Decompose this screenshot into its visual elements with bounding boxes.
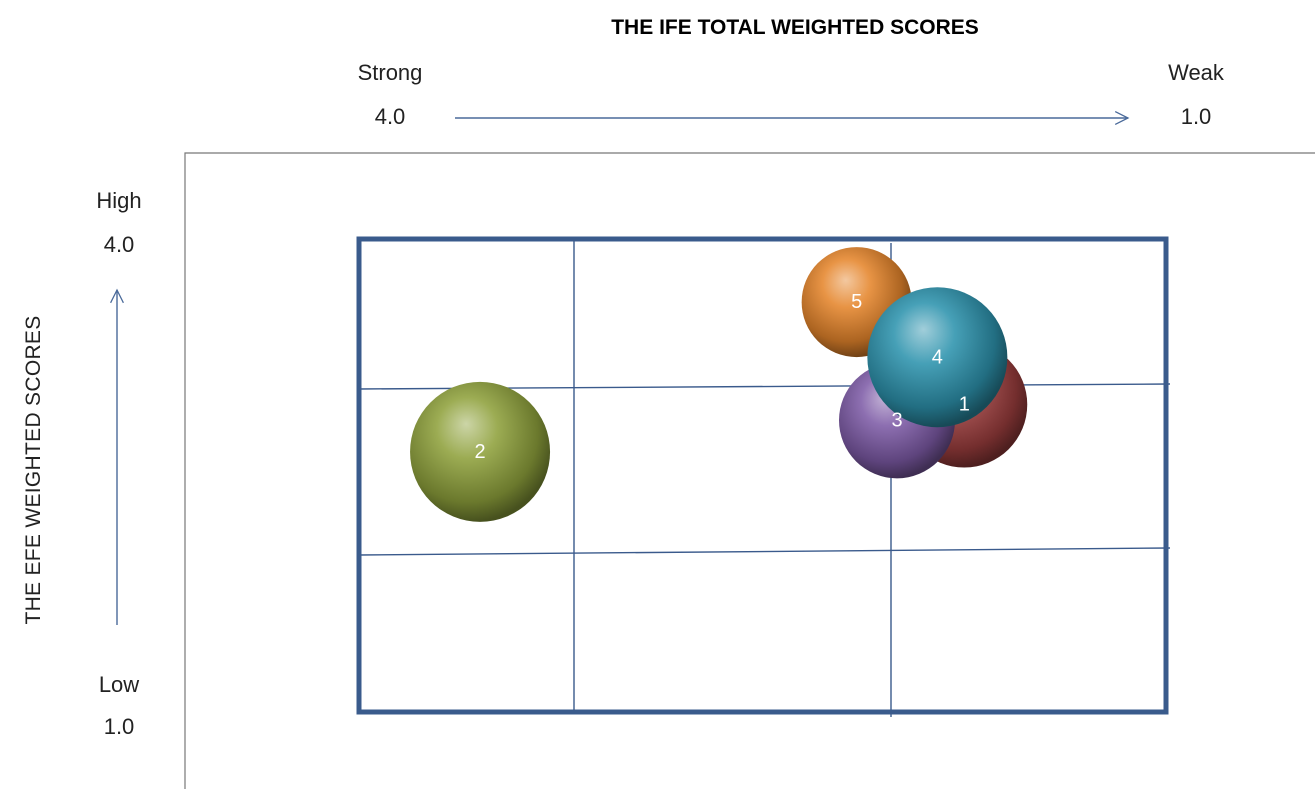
bubble-label-group: 2 1 3 5 4 (474, 291, 969, 463)
x-axis-left-label: Strong (357, 60, 423, 85)
matrix-border (356, 236, 1169, 715)
bubble-label-2: 2 (474, 441, 485, 463)
bubble-group (410, 247, 1028, 522)
bubble-label-3: 3 (891, 409, 902, 431)
bubble-label-5: 5 (851, 291, 862, 313)
y-axis-top-value: 4.0 (103, 232, 135, 257)
bubble-4 (867, 287, 1008, 428)
bubble-2 (410, 381, 551, 522)
bubble-label-4: 4 (932, 346, 943, 368)
y-axis-top-label: High (96, 188, 142, 213)
x-axis-right-label: Weak (1168, 60, 1224, 85)
x-axis-right-value: 1.0 (1180, 104, 1212, 129)
y-axis-bottom-label: Low (98, 672, 140, 697)
x-axis-left-value: 4.0 (374, 104, 406, 129)
bubble-label-1: 1 (959, 394, 970, 416)
chart-title: THE IFE TOTAL WEIGHTED SCORES (611, 16, 979, 39)
grid-horizontal-line-2 (358, 547, 1171, 556)
chart-area-frame (184, 152, 1315, 789)
y-axis-bottom-value: 1.0 (103, 714, 135, 739)
